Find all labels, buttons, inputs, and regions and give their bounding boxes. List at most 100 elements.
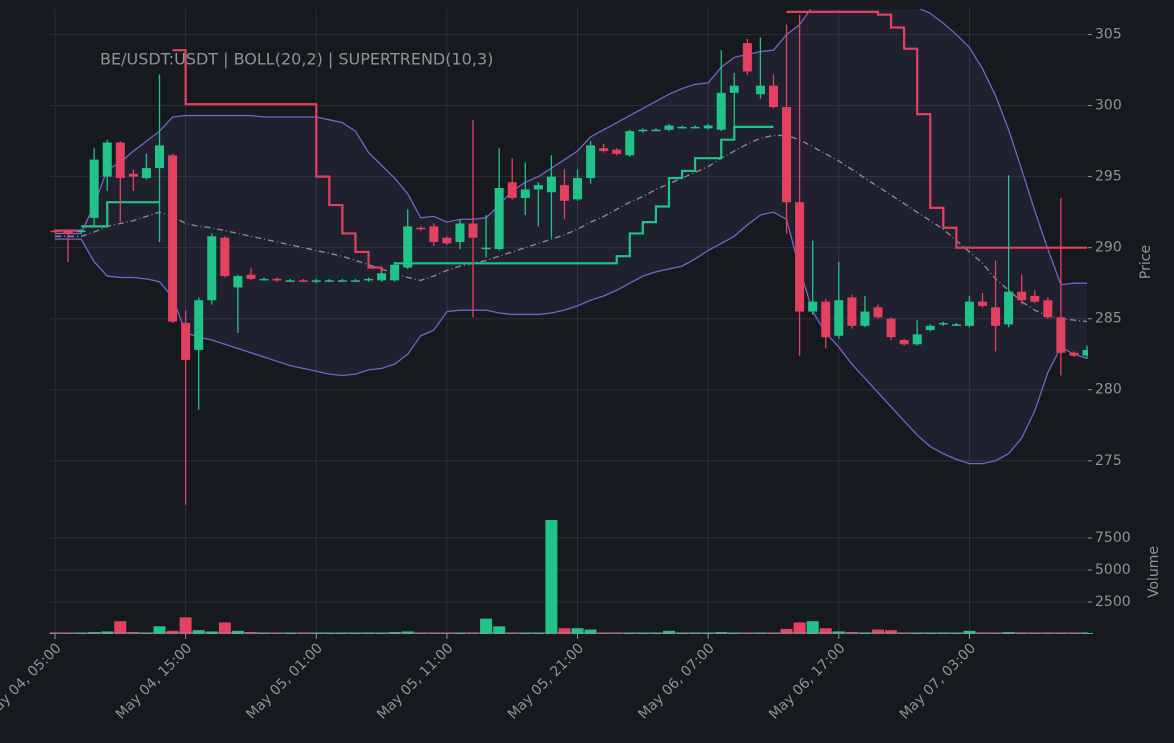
y-tick-label: 295 [1095, 169, 1122, 185]
line-series [55, 134, 1088, 323]
candle-body [507, 182, 517, 198]
y-axis-label: Price [1138, 245, 1154, 279]
candle-body [808, 301, 818, 312]
candle-body [1004, 291, 1014, 325]
volume-bar [493, 626, 506, 634]
volume-bar [780, 628, 793, 634]
volume-bar [545, 520, 558, 634]
candle-body [612, 149, 622, 154]
line-series [81, 125, 774, 265]
y-tick-label: 300 [1095, 98, 1122, 114]
candle-body [599, 148, 609, 152]
candle-body [364, 278, 374, 281]
volume-bar [179, 617, 192, 634]
candle-body [1056, 317, 1066, 353]
candle-body [377, 273, 387, 281]
candle-body [246, 274, 256, 279]
candle-body [233, 276, 243, 288]
candle-body [821, 301, 831, 338]
candle-body [324, 280, 334, 282]
volume-bar [323, 633, 336, 634]
candle-body [63, 230, 73, 234]
volume-bar [571, 628, 584, 634]
candle-body [899, 340, 909, 345]
volume-bar [885, 630, 898, 634]
candle-body [625, 131, 635, 156]
volume-bar [62, 633, 75, 634]
candle-body [873, 307, 883, 318]
volume-bar [963, 630, 976, 634]
candle-body [834, 300, 844, 336]
volume-bar [231, 630, 244, 634]
volume-bar [427, 633, 440, 634]
volume-bar [480, 618, 493, 634]
volume-bar [937, 633, 950, 634]
candle-body [755, 85, 765, 95]
volume-bar [950, 633, 963, 634]
candle-body [729, 85, 739, 93]
candle-body [207, 236, 217, 301]
volume-bar [806, 621, 819, 634]
candle-body [442, 237, 452, 244]
candle-body [951, 324, 961, 326]
candle-body [742, 43, 752, 72]
candle-body [141, 168, 151, 179]
y-tick-label: 290 [1095, 240, 1122, 256]
volume-bar [336, 633, 349, 634]
volume-bar [349, 633, 362, 634]
y-tick-label: 305 [1095, 27, 1122, 43]
volume-bar [284, 633, 297, 634]
candle-body [690, 126, 700, 129]
volume-bar [558, 628, 571, 634]
volume-bar [793, 622, 806, 634]
candle-body [259, 278, 269, 281]
candle-body [481, 247, 491, 250]
candle-body [520, 189, 530, 198]
candle-body [181, 322, 191, 360]
candle-body [298, 280, 308, 282]
volume-bar [362, 633, 375, 634]
candle-body [168, 155, 178, 322]
candle-body [220, 237, 230, 277]
candle-body [677, 126, 687, 129]
candle-body [350, 280, 360, 282]
volume-bar [440, 633, 453, 634]
candle-body [1017, 291, 1027, 301]
volume-bar [49, 633, 61, 634]
volume-bar [584, 629, 597, 634]
candle-body [703, 125, 713, 129]
candle-body [925, 325, 935, 331]
chart-title: BE/USDT:USDT | BOLL(20,2) | SUPERTREND(1… [100, 50, 493, 69]
candle-body [1030, 295, 1040, 302]
candle-body [938, 322, 948, 325]
candle-body [912, 334, 922, 345]
candle-body [390, 264, 400, 281]
candle-body [586, 145, 596, 179]
candle-body [651, 129, 661, 132]
candle-body [194, 300, 204, 350]
candle-body [403, 226, 413, 268]
volume-bar [649, 633, 662, 634]
volume-bar [610, 633, 623, 634]
y-tick-label: 7500 [1095, 530, 1131, 546]
y-tick-label: 285 [1095, 311, 1122, 327]
candle-body [1069, 352, 1079, 356]
candle-body [494, 187, 504, 250]
candle-body [977, 301, 987, 306]
candle-body [886, 318, 896, 338]
candle-body [429, 226, 439, 242]
candle-body [664, 125, 674, 130]
y-axis-label: Volume [1146, 546, 1162, 598]
candle-body [455, 223, 465, 242]
candle-body [795, 202, 805, 312]
candle-body [416, 227, 426, 230]
volume-bar [689, 633, 702, 634]
candle-body [89, 159, 99, 218]
candle-body [128, 173, 138, 177]
volume-bar [297, 633, 310, 634]
candle-body [782, 107, 792, 203]
candle-body [964, 301, 974, 326]
y-tick-label: 275 [1095, 453, 1122, 469]
candle-body [546, 176, 556, 193]
